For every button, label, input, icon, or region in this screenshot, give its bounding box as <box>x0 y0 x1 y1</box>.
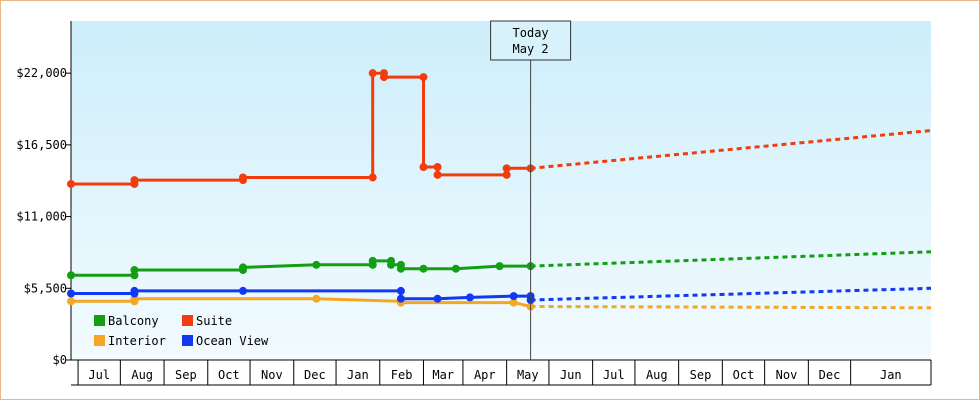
series-point <box>239 263 247 272</box>
series-point <box>419 264 428 273</box>
x-month-label: Aug <box>131 368 153 382</box>
series-point <box>509 298 518 307</box>
x-month-label: Sep <box>690 368 712 382</box>
series-suite <box>67 69 932 188</box>
legend-label: Ocean View <box>196 334 269 348</box>
series-point <box>130 286 139 295</box>
x-month-label: Nov <box>776 368 798 382</box>
series-point <box>387 260 396 269</box>
x-month-label: Jan <box>347 368 369 382</box>
x-month-label: Apr <box>474 368 496 382</box>
legend-swatch <box>182 335 193 346</box>
x-axis: Jul Aug Sep Oct Nov Dec Jan Feb Mar Apr May Jun Jul A… <box>71 359 932 386</box>
series-point <box>379 73 388 82</box>
series-point <box>368 173 377 182</box>
series-point <box>433 294 442 303</box>
today-box <box>490 20 572 61</box>
series-point <box>502 170 511 179</box>
legend-swatch <box>182 315 193 326</box>
x-month-label: Dec <box>304 368 326 382</box>
series-point <box>67 179 75 188</box>
series-point <box>239 173 247 182</box>
today-marker: Today May 2 <box>490 20 572 360</box>
y-tick-label: $22,000 <box>16 66 67 80</box>
series-point <box>312 294 321 303</box>
legend-label: Interior <box>108 334 166 348</box>
series-point <box>419 163 428 172</box>
x-month-label: Sep <box>175 368 197 382</box>
series-forecast-line <box>530 250 932 268</box>
series-point <box>433 170 442 179</box>
series-point <box>396 294 405 303</box>
x-month-label: Aug <box>646 368 668 382</box>
x-month-label: Oct <box>733 368 755 382</box>
legend-swatch <box>94 315 105 326</box>
today-label: Today <box>513 26 549 40</box>
y-tick-label: $16,500 <box>16 138 67 152</box>
legend-label: Suite <box>196 314 232 328</box>
today-date: May 2 <box>513 42 549 56</box>
series-forecast-line <box>530 305 932 310</box>
x-month-label: Jan <box>880 368 902 382</box>
y-tick-label: $5,500 <box>24 281 67 295</box>
series-point <box>396 286 405 295</box>
x-month-label: Jun <box>560 368 582 382</box>
y-tick-label: $11,000 <box>16 210 67 224</box>
series-forecast-line <box>530 129 932 170</box>
series-point <box>239 286 247 295</box>
x-month-label: Jul <box>88 368 110 382</box>
x-month-label: Dec <box>819 368 841 382</box>
x-month-label: Mar <box>432 368 454 382</box>
x-month-label: May <box>517 368 539 382</box>
series-point <box>419 73 428 82</box>
series-point <box>451 264 460 273</box>
series-point <box>465 293 474 302</box>
series-layer <box>67 69 932 311</box>
series-point <box>433 163 442 172</box>
series-point <box>368 256 377 265</box>
plot-background <box>71 21 931 360</box>
x-month-label: Oct <box>218 368 240 382</box>
x-month-label: Nov <box>261 368 283 382</box>
series-point <box>67 289 75 298</box>
series-ocean-view <box>67 286 932 305</box>
x-month-label: Jul <box>603 368 625 382</box>
y-tick-label: $0 <box>53 353 67 367</box>
series-point <box>130 176 139 185</box>
series-point <box>312 260 321 269</box>
legend: Balcony Suite Interior Ocean View <box>94 314 269 348</box>
series-point <box>396 264 405 273</box>
series-point <box>67 297 75 306</box>
series-point <box>495 262 504 271</box>
y-axis: $0 $5,500 $11,000 $16,500 $22,000 <box>16 21 72 367</box>
legend-label: Balcony <box>108 314 159 328</box>
series-balcony <box>67 250 932 280</box>
series-point <box>67 271 75 280</box>
series-point <box>130 266 139 275</box>
series-line <box>71 259 531 277</box>
series-point <box>368 69 377 78</box>
series-point <box>509 292 518 301</box>
legend-swatch <box>94 335 105 346</box>
series-forecast-line <box>530 286 932 302</box>
x-month-label: Feb <box>391 368 413 382</box>
series-point <box>502 164 511 173</box>
